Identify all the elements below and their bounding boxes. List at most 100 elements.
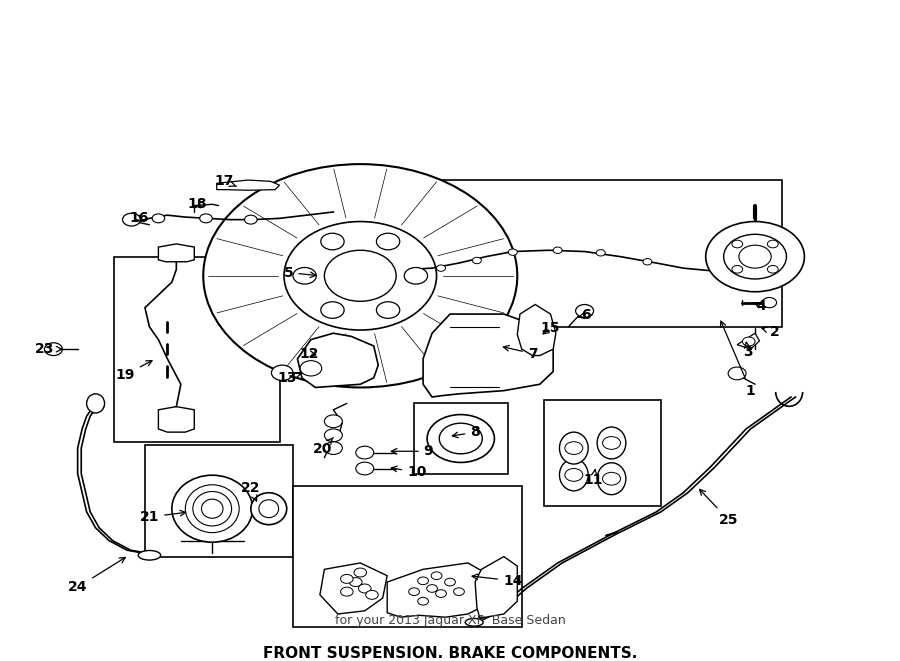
Polygon shape [387, 563, 491, 617]
Circle shape [768, 240, 778, 248]
Ellipse shape [86, 394, 104, 413]
Circle shape [376, 233, 400, 250]
Circle shape [122, 214, 140, 226]
Circle shape [324, 429, 342, 442]
Bar [387, 180, 782, 327]
Polygon shape [737, 333, 760, 349]
Circle shape [724, 234, 787, 279]
Text: 1: 1 [720, 321, 755, 398]
Polygon shape [158, 244, 194, 262]
Circle shape [596, 250, 605, 256]
Text: 16: 16 [129, 212, 148, 225]
Circle shape [762, 297, 777, 307]
Circle shape [320, 302, 344, 319]
Polygon shape [423, 314, 554, 397]
Circle shape [427, 584, 437, 592]
Circle shape [320, 233, 344, 250]
Circle shape [354, 568, 366, 577]
Circle shape [508, 249, 518, 255]
Circle shape [768, 266, 778, 273]
Circle shape [376, 302, 400, 319]
Ellipse shape [560, 459, 589, 491]
Text: 12: 12 [300, 346, 319, 361]
Polygon shape [518, 305, 556, 356]
Bar [145, 445, 293, 557]
Circle shape [349, 578, 362, 586]
Circle shape [728, 367, 746, 380]
Circle shape [706, 221, 805, 292]
Circle shape [418, 577, 428, 584]
Text: 6: 6 [579, 308, 591, 323]
Circle shape [44, 343, 62, 356]
Circle shape [324, 442, 342, 455]
Ellipse shape [602, 473, 620, 485]
Bar [113, 256, 280, 442]
Text: 11: 11 [584, 470, 603, 487]
Circle shape [445, 578, 455, 586]
Circle shape [324, 415, 342, 428]
Text: 15: 15 [541, 321, 560, 335]
Text: 21: 21 [140, 510, 185, 524]
Ellipse shape [465, 619, 483, 626]
Text: 17: 17 [214, 175, 237, 188]
Circle shape [436, 265, 446, 271]
Circle shape [409, 588, 419, 596]
Ellipse shape [597, 427, 626, 459]
Polygon shape [158, 407, 194, 432]
Ellipse shape [139, 551, 160, 560]
Ellipse shape [428, 414, 494, 463]
Circle shape [356, 446, 373, 459]
Circle shape [340, 574, 353, 584]
Circle shape [245, 215, 257, 224]
Circle shape [203, 164, 518, 387]
Circle shape [301, 361, 321, 376]
Circle shape [554, 247, 562, 253]
Circle shape [152, 214, 165, 223]
Polygon shape [320, 563, 387, 614]
Text: 13: 13 [277, 371, 302, 385]
Text: 3: 3 [743, 342, 752, 360]
Polygon shape [217, 180, 280, 190]
Text: 9: 9 [392, 444, 433, 458]
Ellipse shape [560, 432, 589, 464]
Text: 4: 4 [753, 299, 766, 313]
Circle shape [643, 258, 652, 265]
Bar [544, 400, 661, 506]
Text: 8: 8 [453, 425, 480, 439]
Circle shape [358, 584, 371, 593]
Polygon shape [298, 333, 378, 387]
Circle shape [454, 588, 464, 596]
Circle shape [742, 337, 755, 346]
Circle shape [732, 240, 742, 248]
Text: 20: 20 [313, 438, 333, 456]
Ellipse shape [172, 475, 253, 542]
Polygon shape [475, 557, 518, 617]
Text: 23: 23 [35, 342, 62, 356]
Ellipse shape [565, 469, 583, 481]
Circle shape [732, 266, 742, 273]
Text: 22: 22 [241, 481, 261, 501]
Text: 18: 18 [187, 198, 207, 212]
Text: 7: 7 [503, 346, 537, 361]
Circle shape [356, 462, 373, 475]
Ellipse shape [597, 463, 626, 494]
Text: for your 2013 Jaguar XF  Base Sedan: for your 2013 Jaguar XF Base Sedan [335, 614, 565, 627]
Circle shape [739, 245, 771, 268]
Circle shape [576, 305, 594, 317]
Circle shape [365, 590, 378, 600]
Circle shape [436, 590, 446, 598]
Text: 14: 14 [472, 574, 523, 588]
Circle shape [404, 268, 428, 284]
Ellipse shape [251, 492, 287, 525]
Bar [414, 403, 508, 474]
Circle shape [200, 214, 212, 223]
Text: 5: 5 [284, 266, 316, 280]
Circle shape [431, 572, 442, 580]
Circle shape [324, 251, 396, 301]
Bar [293, 486, 522, 627]
Text: 10: 10 [392, 465, 427, 479]
Ellipse shape [565, 442, 583, 455]
Ellipse shape [602, 437, 620, 449]
Circle shape [340, 587, 353, 596]
Circle shape [472, 257, 482, 264]
